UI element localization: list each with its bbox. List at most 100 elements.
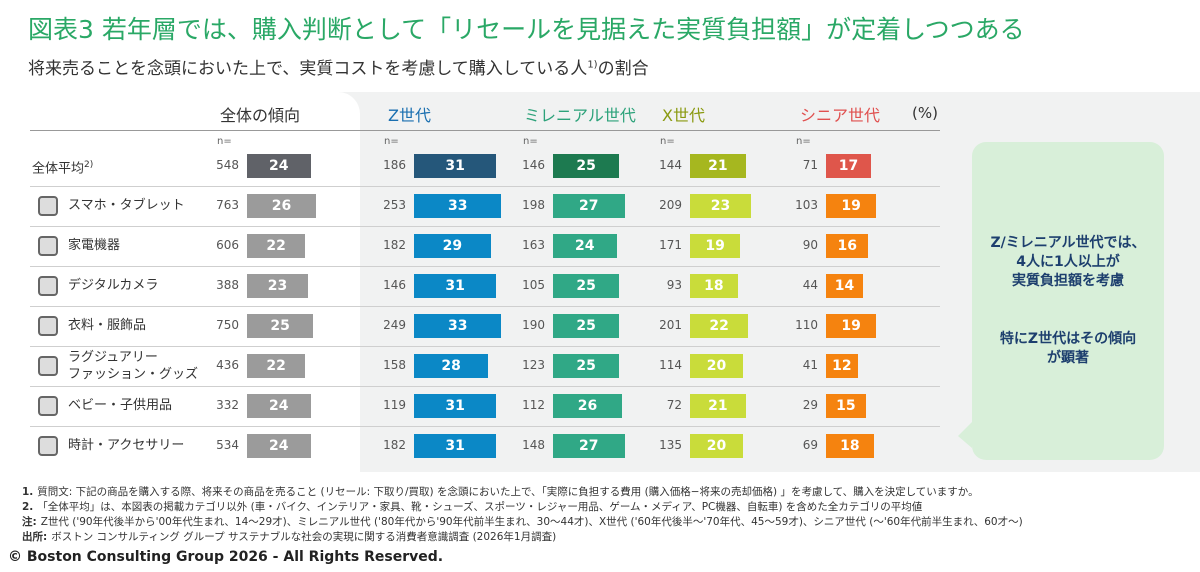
row-separator xyxy=(30,426,940,427)
n-count: 123 xyxy=(522,358,545,372)
callout-pointer xyxy=(958,422,972,448)
row-separator xyxy=(30,186,940,187)
category-label: 家電機器 xyxy=(68,238,121,253)
bar: 31 xyxy=(414,394,497,418)
n-count: 201 xyxy=(659,318,682,332)
bar: 31 xyxy=(414,434,497,458)
n-count: 171 xyxy=(659,238,682,252)
bar: 18 xyxy=(826,434,874,458)
callout-text: Z/ミレニアル世代では、 4人に1人以上が 実質負担額を考慮 xyxy=(990,235,1146,289)
bar: 15 xyxy=(826,394,866,418)
category-label: ラグジュアリー ファッション・グッズ xyxy=(68,350,199,382)
category-label: 全体平均2) xyxy=(32,160,94,177)
bar: 25 xyxy=(247,314,314,338)
subtitle-tail: の割合 xyxy=(597,59,649,79)
n-count: 103 xyxy=(795,198,818,212)
n-count: 182 xyxy=(383,438,406,452)
n-count: 388 xyxy=(216,278,239,292)
n-count: 110 xyxy=(795,318,818,332)
footnote: 2. 「全体平均」は、本図表の掲載カテゴリ以外 (車・バイク、インテリア・家具、靴… xyxy=(22,499,922,514)
callout xyxy=(958,142,1164,460)
n-count: 186 xyxy=(383,158,406,172)
bar: 14 xyxy=(826,274,864,298)
category-label: ベビー・子供用品 xyxy=(68,398,173,413)
n-count: 71 xyxy=(802,158,818,172)
n-count: 332 xyxy=(216,398,239,412)
category-icon xyxy=(38,236,58,256)
bar: 24 xyxy=(553,234,617,258)
bar: 29 xyxy=(414,234,491,258)
bar: 23 xyxy=(690,194,751,218)
n-label: n= xyxy=(660,136,675,147)
bar: 21 xyxy=(690,394,746,418)
footnote-label: 2. xyxy=(22,501,34,513)
unit-label: (%) xyxy=(912,104,938,122)
category-label: スマホ・タブレット xyxy=(68,198,185,213)
footnote-label: 出所: xyxy=(22,531,48,543)
subtitle: 将来売ることを念頭においた上で、実質コストを考慮して購入している人1)の割合 xyxy=(28,54,649,79)
bar: 25 xyxy=(553,274,620,298)
category-icon xyxy=(38,436,58,456)
n-count: 144 xyxy=(659,158,682,172)
n-count: 750 xyxy=(216,318,239,332)
copyright: © Boston Consulting Group 2026 - All Rig… xyxy=(8,549,444,565)
n-count: 163 xyxy=(522,238,545,252)
footnote: 1. 質問文: 下記の商品を購入する際、将来その商品を売ること (リセール: 下取… xyxy=(22,484,979,499)
subtitle-text: 将来売ることを念頭においた上で、実質コストを考慮して購入している人 xyxy=(28,59,588,79)
bar: 12 xyxy=(826,354,858,378)
n-count: 135 xyxy=(659,438,682,452)
n-label: n= xyxy=(796,136,811,147)
n-count: 93 xyxy=(666,278,682,292)
n-count: 190 xyxy=(522,318,545,332)
title: 図表3 若年層では、購入判断として「リセールを見据えた実質負担額」が定着しつつあ… xyxy=(28,15,1025,44)
column-header: 全体の傾向 xyxy=(220,106,301,125)
n-count: 146 xyxy=(522,158,545,172)
category-icon xyxy=(38,196,58,216)
bar: 19 xyxy=(690,234,741,258)
row-separator xyxy=(30,226,940,227)
n-count: 29 xyxy=(802,398,818,412)
n-count: 112 xyxy=(522,398,545,412)
n-count: 548 xyxy=(216,158,239,172)
row-separator xyxy=(30,346,940,347)
bar: 25 xyxy=(553,314,620,338)
bar: 17 xyxy=(826,154,872,178)
n-count: 534 xyxy=(216,438,239,452)
subtitle-note: 1) xyxy=(587,59,598,71)
bar: 27 xyxy=(553,434,625,458)
n-count: 41 xyxy=(802,358,818,372)
n-count: 249 xyxy=(383,318,406,332)
category-note: 2) xyxy=(84,160,94,170)
footnote-text: 質問文: 下記の商品を購入する際、将来その商品を売ること (リセール: 下取り/… xyxy=(37,486,979,498)
bar: 22 xyxy=(690,314,749,338)
bar: 24 xyxy=(247,394,311,418)
bar: 24 xyxy=(247,154,311,178)
bar: 27 xyxy=(553,194,625,218)
bar: 33 xyxy=(414,194,502,218)
n-count: 158 xyxy=(383,358,406,372)
header-rule xyxy=(30,130,940,131)
bar: 28 xyxy=(414,354,489,378)
bar: 31 xyxy=(414,154,497,178)
n-count: 253 xyxy=(383,198,406,212)
n-label: n= xyxy=(217,136,232,147)
bar: 25 xyxy=(553,154,620,178)
column-header: X世代 xyxy=(662,106,705,125)
category-icon xyxy=(38,396,58,416)
bar: 20 xyxy=(690,354,743,378)
n-count: 148 xyxy=(522,438,545,452)
bar: 24 xyxy=(247,434,311,458)
n-count: 72 xyxy=(666,398,682,412)
row-separator xyxy=(30,386,940,387)
bar: 26 xyxy=(553,394,622,418)
bar: 25 xyxy=(553,354,620,378)
category-label: デジタルカメラ xyxy=(68,278,159,293)
category-label: 衣料・服飾品 xyxy=(68,318,147,333)
bar: 18 xyxy=(690,274,738,298)
bar: 22 xyxy=(247,234,306,258)
footnote-text: ボストン コンサルティング グループ サステナブルな社会の実現に関する消費者意識… xyxy=(51,531,557,543)
column-header: シニア世代 xyxy=(800,106,881,125)
n-count: 763 xyxy=(216,198,239,212)
footnote-label: 注: xyxy=(22,516,37,528)
